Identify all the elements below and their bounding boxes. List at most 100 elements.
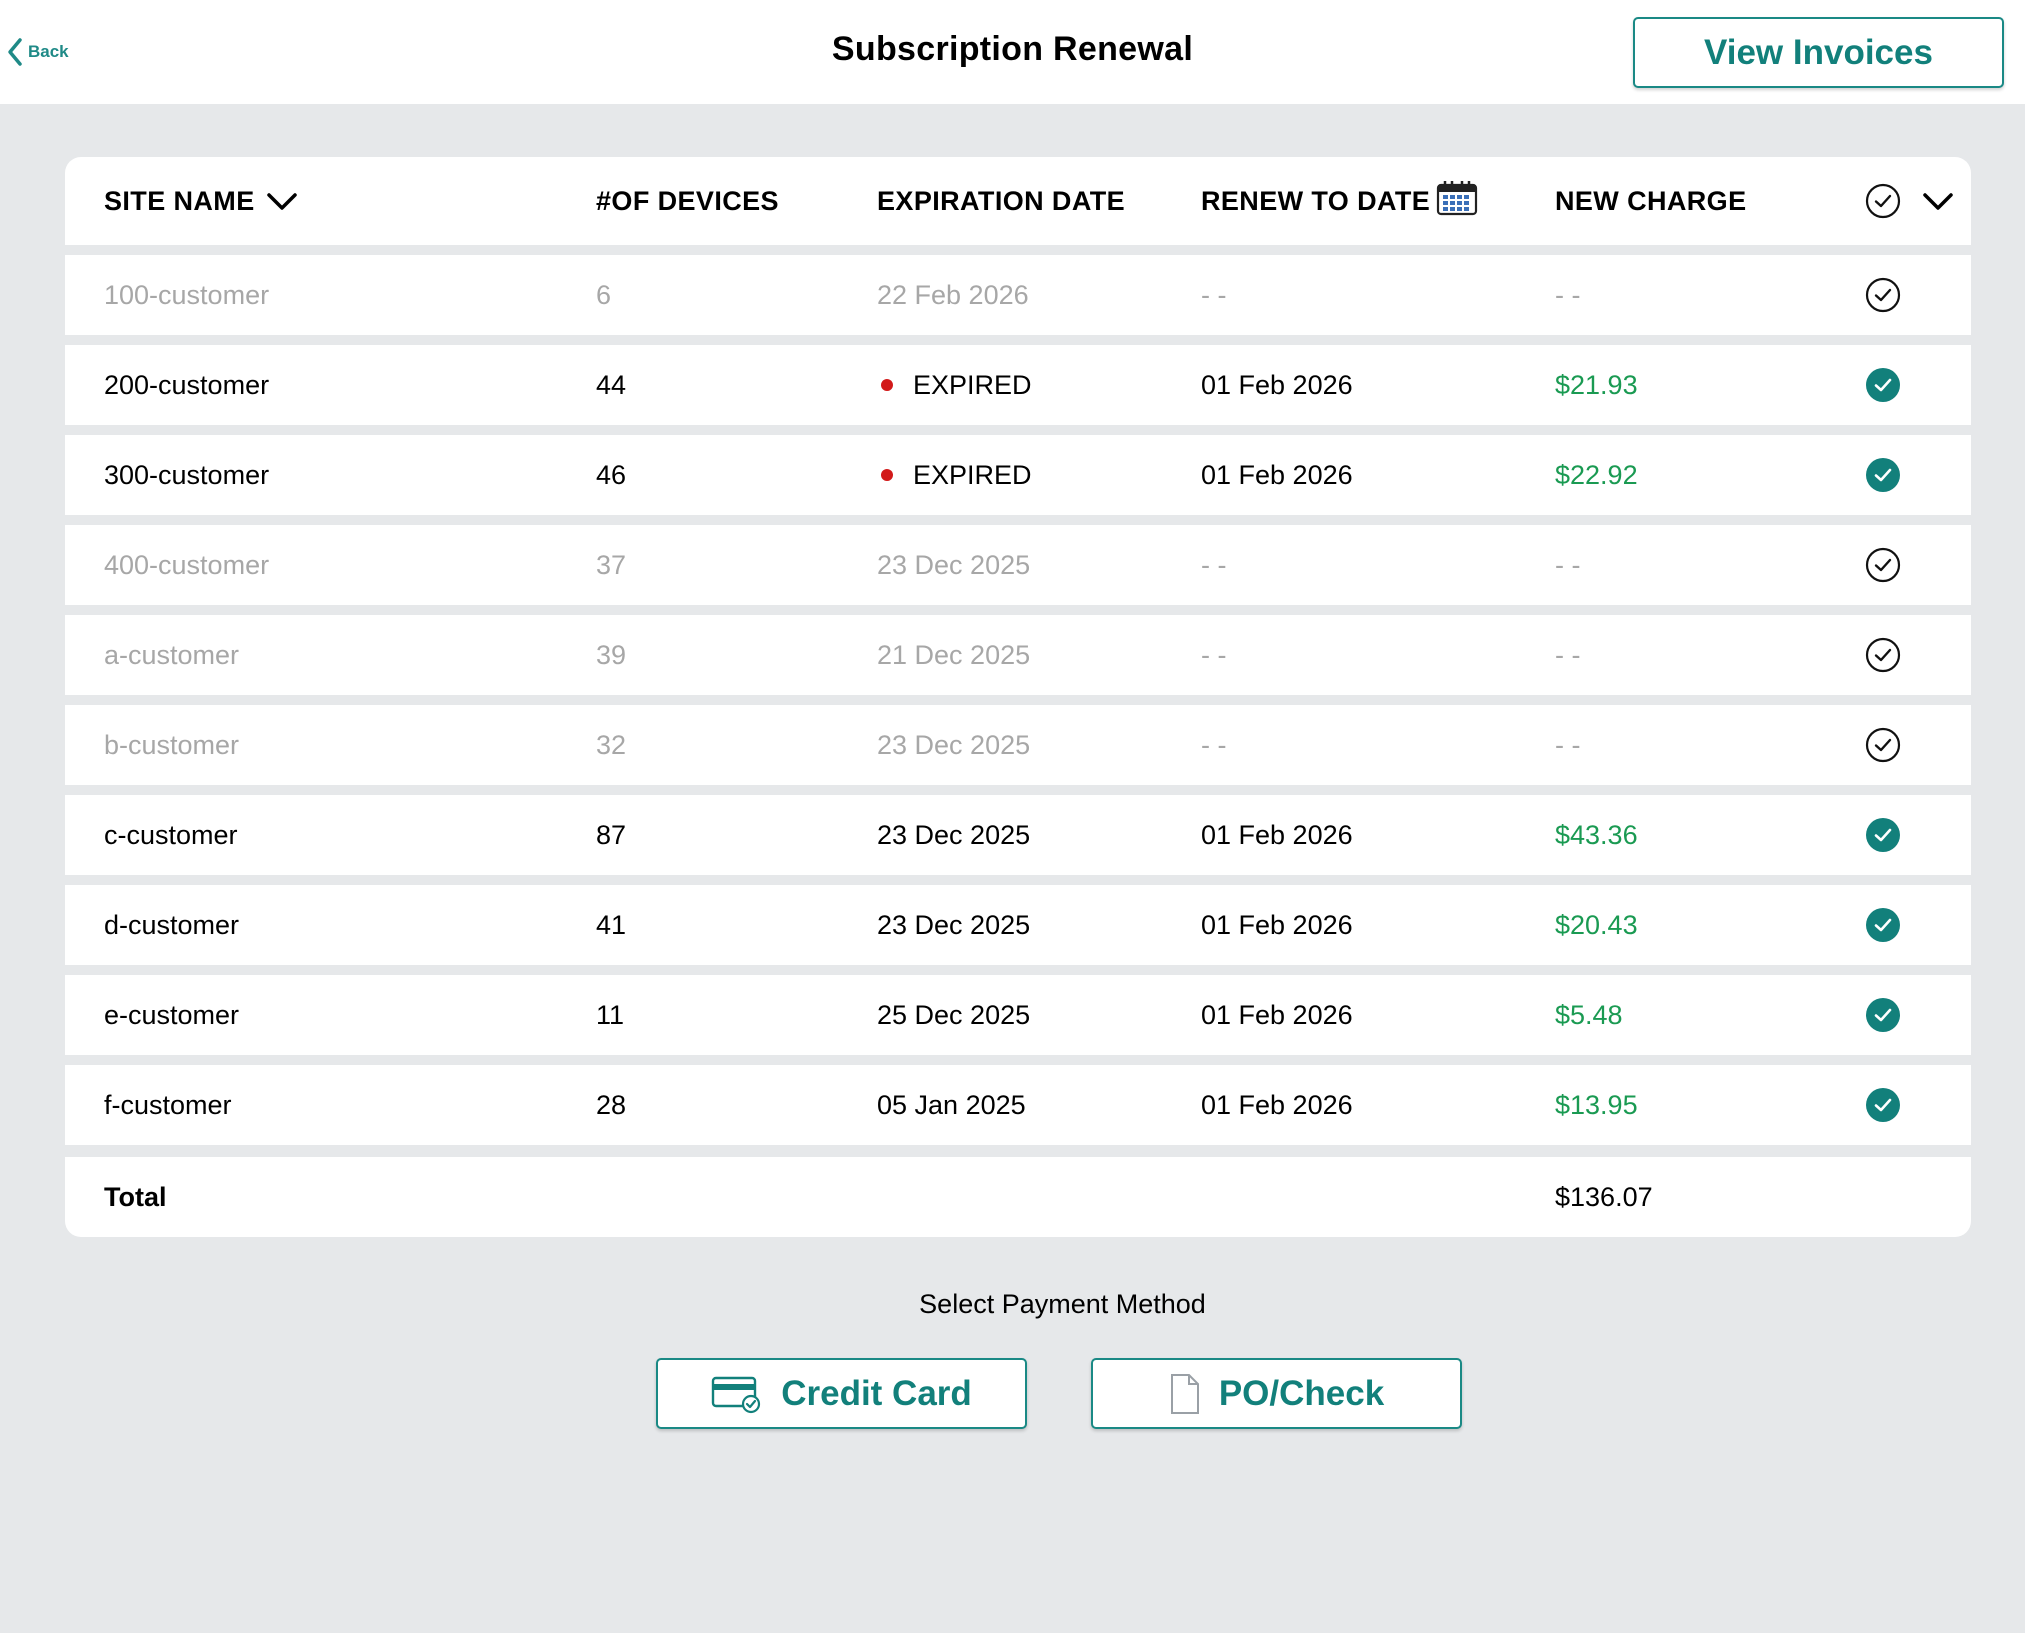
site-name-cell: 400-customer: [104, 549, 270, 580]
new-charge-cell: $20.43: [1555, 909, 1638, 940]
expiration-cell: EXPIRED: [877, 435, 1032, 515]
expiration-text: 22 Feb 2026: [877, 279, 1029, 310]
select-menu-toggle[interactable]: [1921, 157, 1955, 245]
renew-to-date-cell: - -: [1201, 279, 1227, 310]
renew-to-date-cell: - -: [1201, 549, 1227, 580]
row-select-toggle[interactable]: [1865, 615, 1901, 695]
devices-cell: 41: [596, 909, 627, 940]
site-name-cell: 100-customer: [104, 279, 270, 310]
new-charge-cell: - -: [1555, 549, 1581, 580]
site-name-cell: e-customer: [104, 999, 240, 1030]
table-row[interactable]: 200-customer 44 EXPIRED 01 Feb 2026 $21.93: [65, 345, 1971, 425]
expired-status-dot: [881, 469, 893, 481]
row-select-toggle[interactable]: [1865, 345, 1901, 425]
calendar-icon[interactable]: [1436, 180, 1478, 216]
row-select-toggle[interactable]: [1865, 705, 1901, 785]
table-header: SITE NAME #OF DEVICES EXPIRATION DATE RE…: [65, 157, 1971, 245]
back-label: Back: [28, 42, 69, 61]
check-circle-filled-icon: [1866, 998, 1900, 1032]
expiration-cell: 23 Dec 2025: [877, 525, 1030, 605]
expired-status-dot: [881, 379, 893, 391]
row-select-toggle[interactable]: [1865, 975, 1901, 1055]
page-title: Subscription Renewal: [831, 30, 1194, 68]
expiration-text: 23 Dec 2025: [877, 909, 1031, 940]
check-circle-filled-icon: [1866, 818, 1900, 852]
row-select-toggle[interactable]: [1865, 1065, 1901, 1145]
row-select-toggle[interactable]: [1865, 885, 1901, 965]
new-charge-cell: $43.36: [1555, 819, 1638, 850]
site-name-cell: 200-customer: [104, 369, 270, 400]
renew-to-date-cell: - -: [1201, 729, 1227, 760]
column-header-new-charge: NEW CHARGE: [1555, 185, 1747, 216]
table-row[interactable]: d-customer 41 23 Dec 2025 01 Feb 2026 $20.43: [65, 885, 1971, 965]
payment-method-label: Select Payment Method: [919, 1289, 1206, 1319]
table-row[interactable]: f-customer 28 05 Jan 2025 01 Feb 2026 $13.95: [65, 1065, 1971, 1145]
view-invoices-button[interactable]: View Invoices: [1633, 17, 2004, 88]
row-select-toggle[interactable]: [1865, 525, 1901, 605]
select-all-toggle[interactable]: [1865, 157, 1901, 245]
table-row[interactable]: b-customer 32 23 Dec 2025 - - - -: [65, 705, 1971, 785]
credit-card-label: Credit Card: [781, 1373, 972, 1413]
credit-card-button[interactable]: Credit Card: [656, 1358, 1027, 1429]
table-row[interactable]: 100-customer 6 22 Feb 2026 - - - -: [65, 255, 1971, 335]
check-circle-filled-icon: [1866, 458, 1900, 492]
check-circle-outline-icon: [1865, 727, 1901, 763]
row-select-toggle[interactable]: [1865, 435, 1901, 515]
column-header-expiration-date: EXPIRATION DATE: [877, 185, 1126, 216]
renew-to-date-cell: 01 Feb 2026: [1201, 909, 1353, 940]
new-charge-cell: - -: [1555, 729, 1581, 760]
table-row[interactable]: a-customer 39 21 Dec 2025 - - - -: [65, 615, 1971, 695]
expiration-text: 21 Dec 2025: [877, 639, 1031, 670]
new-charge-cell: $13.95: [1555, 1089, 1638, 1120]
expiration-cell: 21 Dec 2025: [877, 615, 1030, 695]
chevron-down-icon: [1923, 193, 1953, 210]
column-header-renew-to-date: RENEW TO DATE: [1201, 157, 1478, 245]
site-name-cell: d-customer: [104, 909, 240, 940]
new-charge-cell: $22.92: [1555, 459, 1638, 490]
expiration-text: 23 Dec 2025: [877, 819, 1031, 850]
expiration-cell: 05 Jan 2025: [877, 1065, 1026, 1145]
po-check-label: PO/Check: [1218, 1373, 1385, 1413]
new-charge-cell: - -: [1555, 639, 1581, 670]
check-circle-filled-icon: [1866, 368, 1900, 402]
renew-to-date-cell: 01 Feb 2026: [1201, 459, 1353, 490]
document-icon: [1170, 1373, 1199, 1414]
site-name-cell: f-customer: [104, 1089, 232, 1120]
expiration-text: 23 Dec 2025: [877, 729, 1031, 760]
check-circle-filled-icon: [1866, 1088, 1900, 1122]
chevron-down-icon: [266, 193, 297, 210]
devices-cell: 46: [596, 459, 627, 490]
back-button[interactable]: Back: [6, 34, 69, 70]
expiration-cell: 25 Dec 2025: [877, 975, 1030, 1055]
column-header-site-name[interactable]: SITE NAME: [104, 157, 299, 245]
table-row[interactable]: e-customer 11 25 Dec 2025 01 Feb 2026 $5.48: [65, 975, 1971, 1055]
renew-to-date-cell: 01 Feb 2026: [1201, 819, 1353, 850]
credit-card-icon: [712, 1376, 761, 1413]
new-charge-cell: - -: [1555, 279, 1581, 310]
top-bar: Back Subscription Renewal View Invoices: [0, 0, 2025, 104]
check-circle-outline-icon: [1865, 637, 1901, 673]
po-check-button[interactable]: PO/Check: [1091, 1358, 1462, 1429]
row-select-toggle[interactable]: [1865, 255, 1901, 335]
table-row[interactable]: 400-customer 37 23 Dec 2025 - - - -: [65, 525, 1971, 605]
row-select-toggle[interactable]: [1865, 795, 1901, 875]
new-charge-cell: $21.93: [1555, 369, 1638, 400]
expiration-cell: 23 Dec 2025: [877, 795, 1030, 875]
devices-cell: 44: [596, 369, 627, 400]
site-name-cell: 300-customer: [104, 459, 270, 490]
column-header-devices: #OF DEVICES: [596, 185, 779, 216]
check-circle-outline-icon: [1865, 183, 1901, 219]
renew-to-date-cell: - -: [1201, 639, 1227, 670]
expiration-text: EXPIRED: [913, 459, 1032, 490]
table-row[interactable]: 300-customer 46 EXPIRED 01 Feb 2026 $22.92: [65, 435, 1971, 515]
expiration-text: 25 Dec 2025: [877, 999, 1031, 1030]
renew-to-date-cell: 01 Feb 2026: [1201, 999, 1353, 1030]
check-circle-outline-icon: [1865, 277, 1901, 313]
renew-to-date-cell: 01 Feb 2026: [1201, 1089, 1353, 1120]
table-row[interactable]: c-customer 87 23 Dec 2025 01 Feb 2026 $43.36: [65, 795, 1971, 875]
renew-to-date-cell: 01 Feb 2026: [1201, 369, 1353, 400]
devices-cell: 11: [596, 999, 625, 1030]
devices-cell: 37: [596, 549, 627, 580]
check-circle-filled-icon: [1866, 908, 1900, 942]
expiration-cell: 23 Dec 2025: [877, 885, 1030, 965]
